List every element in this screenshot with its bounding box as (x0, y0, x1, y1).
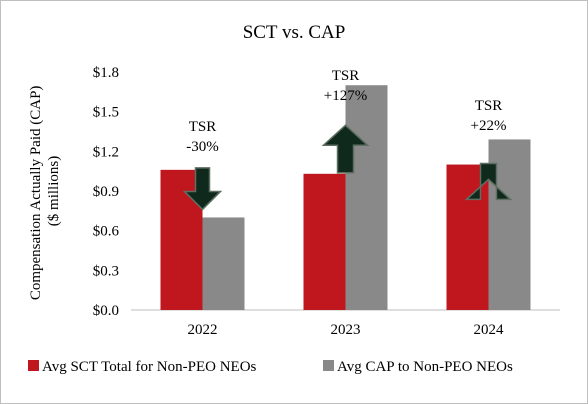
y-tick-label: $0.3 (93, 263, 119, 279)
bar-cap-2023 (345, 85, 388, 310)
y-axis-label-line1: Compensation Actually Paid (CAP) (28, 86, 44, 301)
y-tick-label: $0.6 (93, 224, 120, 240)
x-tick-label: 2024 (474, 322, 505, 338)
tsr-value-2023: +127% (324, 88, 367, 104)
x-tick-label: 2022 (188, 322, 218, 338)
y-tick-label: $0.9 (93, 184, 119, 200)
bar-sct-2023 (303, 173, 346, 310)
y-tick-label: $0.0 (93, 303, 119, 319)
y-axis-label: Compensation Actually Paid (CAP) ($ mill… (28, 82, 62, 300)
legend-label-sct: Avg SCT Total for Non-PEO NEOs (42, 359, 257, 375)
tsr-value-2024: +22% (471, 118, 507, 134)
legend-swatch-sct (28, 360, 39, 371)
x-tick-label: 2023 (331, 322, 361, 338)
tsr-arrow-up-2023 (321, 124, 370, 174)
y-tick-label: $1.5 (93, 105, 119, 121)
tsr-arrow-up-2024 (464, 162, 513, 201)
legend-label-cap: Avg CAP to Non-PEO NEOs (337, 359, 513, 375)
tsr-label-2022: TSR (189, 119, 217, 135)
tsr-arrow-down-2022 (182, 167, 223, 211)
bar-sct-2024 (446, 164, 489, 310)
y-tick-label: $1.8 (93, 65, 119, 81)
tsr-label-2023: TSR (332, 68, 360, 84)
tsr-label-2024: TSR (475, 98, 503, 114)
tsr-value-2022: -30% (186, 139, 219, 155)
y-tick-label: $1.2 (93, 144, 119, 160)
chart-title: SCT vs. CAP (243, 22, 346, 43)
legend: Avg SCT Total for Non-PEO NEOs Avg CAP to… (28, 359, 513, 375)
bar-cap-2022 (202, 217, 245, 310)
plot-area: $0.0 $0.3 $0.6 $0.9 $1.2 $1.5 $1.8 2022 2023 2024… (93, 65, 560, 338)
legend-swatch-cap (323, 360, 334, 371)
y-axis-label-line2: ($ millions) (46, 156, 62, 226)
